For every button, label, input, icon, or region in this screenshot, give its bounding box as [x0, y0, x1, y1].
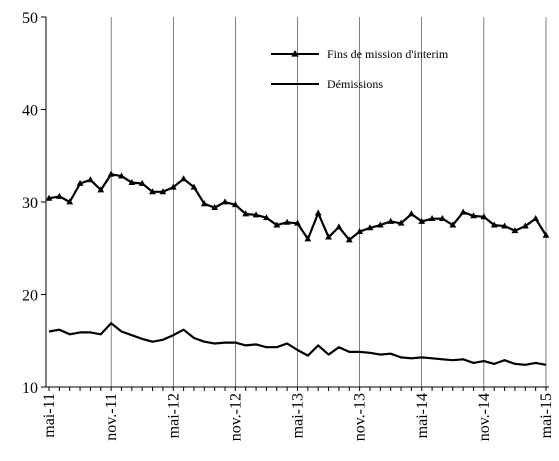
triangle-marker	[521, 222, 529, 229]
triangle-marker	[169, 183, 177, 190]
triangle-marker	[252, 211, 260, 218]
x-tick-label: mai-12	[165, 393, 182, 438]
y-tick-label: 20	[22, 288, 38, 305]
series-fins-de-mission	[45, 170, 550, 243]
legend-label: Fins de mission d'interim	[327, 47, 449, 61]
x-tick-label: nov.-13	[352, 393, 369, 441]
triangle-marker	[97, 186, 105, 193]
triangle-marker	[490, 221, 498, 228]
triangle-marker	[263, 214, 270, 221]
triangle-marker	[283, 218, 291, 225]
triangle-marker	[107, 170, 115, 177]
triangle-marker	[180, 175, 188, 182]
y-tick-label: 40	[22, 103, 38, 120]
triangle-marker	[273, 221, 281, 228]
triangle-marker	[470, 212, 477, 219]
axes: 10 20 30 40 50 mai-11 nov.-11 mai-12 nov.-12 mai-…	[22, 10, 555, 441]
legend-triangle-marker	[291, 50, 299, 57]
triangle-marker	[118, 172, 125, 179]
triangle-marker	[211, 203, 219, 210]
x-tick-label: mai-15	[538, 393, 555, 438]
triangle-marker	[231, 201, 239, 208]
triangle-marker	[428, 215, 436, 222]
gridlines	[110, 17, 547, 387]
y-tick-label: 10	[22, 380, 38, 397]
triangle-marker	[45, 194, 53, 201]
triangle-marker	[221, 198, 229, 205]
triangle-marker	[55, 192, 63, 199]
triangle-marker	[366, 224, 374, 231]
triangle-marker	[294, 219, 301, 226]
triangle-marker	[128, 178, 136, 185]
x-tick-label: mai-14	[414, 393, 431, 438]
triangle-marker	[242, 210, 250, 217]
triangle-marker	[376, 221, 384, 228]
triangle-marker	[304, 235, 312, 242]
triangle-marker	[459, 208, 467, 215]
triangle-marker	[87, 176, 94, 183]
triangle-marker	[397, 219, 405, 226]
triangle-marker	[356, 228, 364, 234]
legend-label: Démissions	[327, 77, 383, 91]
triangle-marker	[66, 198, 74, 205]
triangle-marker	[418, 217, 426, 224]
triangle-marker	[532, 215, 540, 222]
triangle-marker	[138, 179, 146, 186]
triangle-marker	[542, 231, 550, 238]
x-tick-label: nov.-14	[476, 393, 493, 441]
triangle-marker	[325, 233, 332, 240]
triangle-marker	[190, 183, 198, 190]
y-tick-label: 30	[22, 195, 38, 212]
triangle-marker	[480, 213, 488, 220]
triangle-marker	[159, 188, 167, 195]
y-tick-label: 50	[22, 10, 38, 27]
x-tick-label: mai-11	[41, 393, 58, 438]
series-layer	[45, 170, 550, 366]
triangle-marker	[387, 217, 395, 224]
triangle-marker	[200, 200, 208, 207]
triangle-marker	[449, 221, 457, 228]
series-line	[48, 322, 547, 366]
legend: Fins de mission d'interim Démissions	[271, 47, 449, 91]
triangle-marker	[439, 215, 446, 222]
triangle-marker	[501, 222, 508, 229]
series-demissions	[48, 322, 547, 366]
triangle-marker	[345, 236, 353, 243]
triangle-marker	[149, 188, 156, 195]
x-tick-label: nov.-11	[103, 393, 120, 441]
triangle-marker	[76, 179, 84, 186]
x-tick-label: mai-13	[290, 393, 307, 438]
triangle-marker	[407, 210, 415, 217]
triangle-marker	[511, 227, 519, 234]
triangle-marker	[314, 209, 322, 216]
x-tick-label: nov.-12	[227, 393, 244, 441]
triangle-marker	[335, 223, 343, 230]
